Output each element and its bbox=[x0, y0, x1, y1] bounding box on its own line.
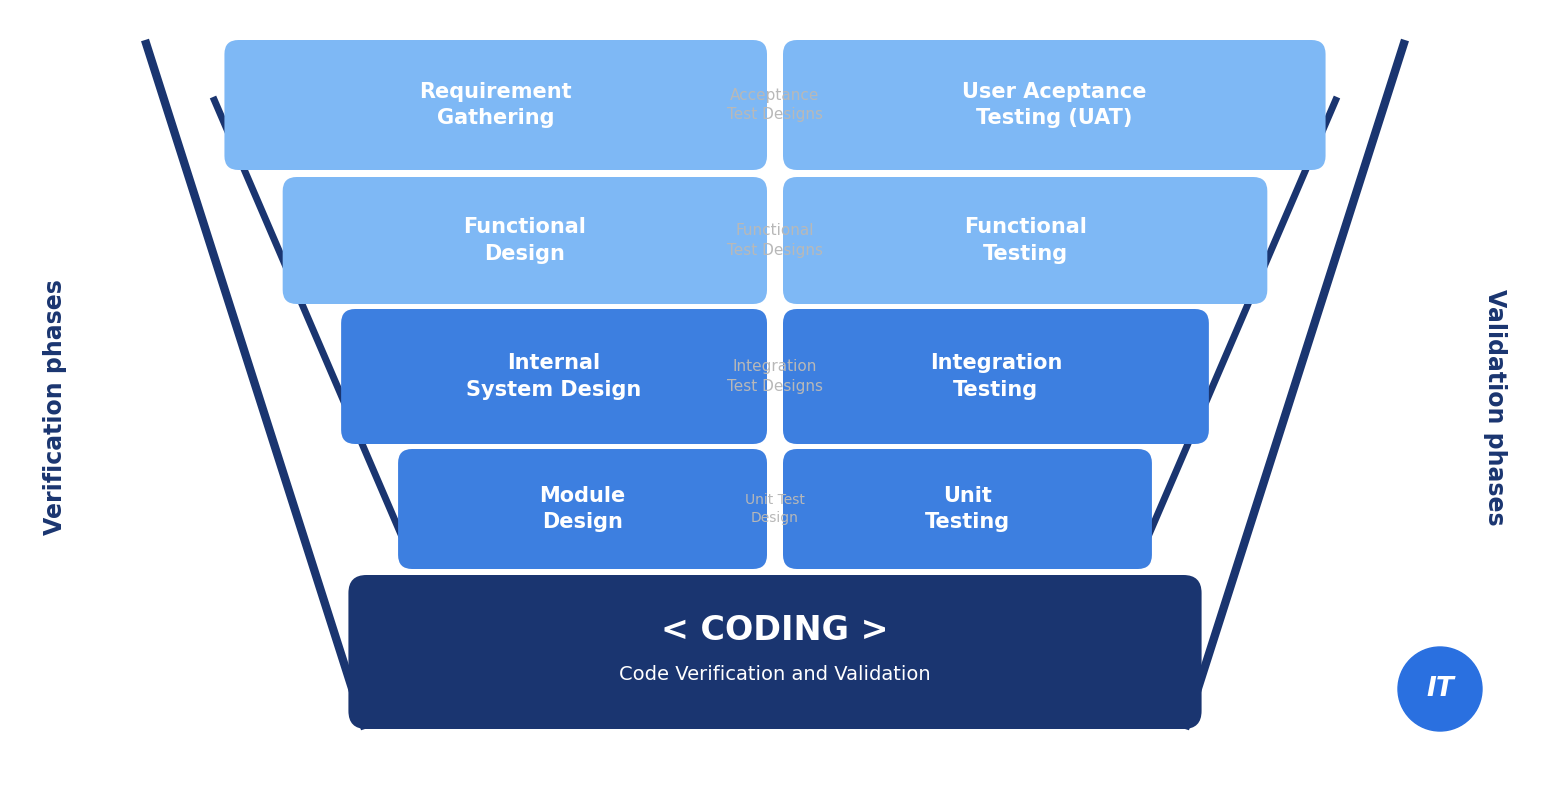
Text: Functional
Test Designs: Functional Test Designs bbox=[727, 223, 823, 258]
Text: Unit
Testing: Unit Testing bbox=[925, 486, 1011, 532]
FancyBboxPatch shape bbox=[783, 449, 1152, 569]
Circle shape bbox=[1398, 647, 1482, 731]
FancyBboxPatch shape bbox=[282, 177, 767, 304]
FancyBboxPatch shape bbox=[341, 309, 767, 444]
FancyBboxPatch shape bbox=[349, 575, 1201, 729]
Text: < CODING >: < CODING > bbox=[662, 614, 888, 646]
Text: Module
Design: Module Design bbox=[539, 486, 626, 532]
Text: Integration
Testing: Integration Testing bbox=[930, 353, 1062, 400]
Text: Code Verification and Validation: Code Verification and Validation bbox=[618, 665, 932, 684]
Text: Requirement
Gathering: Requirement Gathering bbox=[420, 82, 572, 128]
FancyBboxPatch shape bbox=[783, 309, 1209, 444]
FancyBboxPatch shape bbox=[398, 449, 767, 569]
Text: Verification phases: Verification phases bbox=[43, 279, 67, 535]
FancyBboxPatch shape bbox=[783, 40, 1325, 170]
Text: Functional
Testing: Functional Testing bbox=[964, 218, 1087, 264]
FancyBboxPatch shape bbox=[225, 40, 767, 170]
Text: Unit Test
Design: Unit Test Design bbox=[746, 493, 804, 525]
Text: ΙΤ: ΙΤ bbox=[1426, 676, 1454, 702]
Text: User Aceptance
Testing (UAT): User Aceptance Testing (UAT) bbox=[963, 82, 1147, 128]
Text: Validation phases: Validation phases bbox=[1483, 289, 1507, 525]
Text: Acceptance
Test Designs: Acceptance Test Designs bbox=[727, 88, 823, 123]
Text: Functional
Design: Functional Design bbox=[463, 218, 586, 264]
Text: Internal
System Design: Internal System Design bbox=[467, 353, 642, 400]
Text: Integration
Test Designs: Integration Test Designs bbox=[727, 359, 823, 394]
FancyBboxPatch shape bbox=[783, 177, 1268, 304]
